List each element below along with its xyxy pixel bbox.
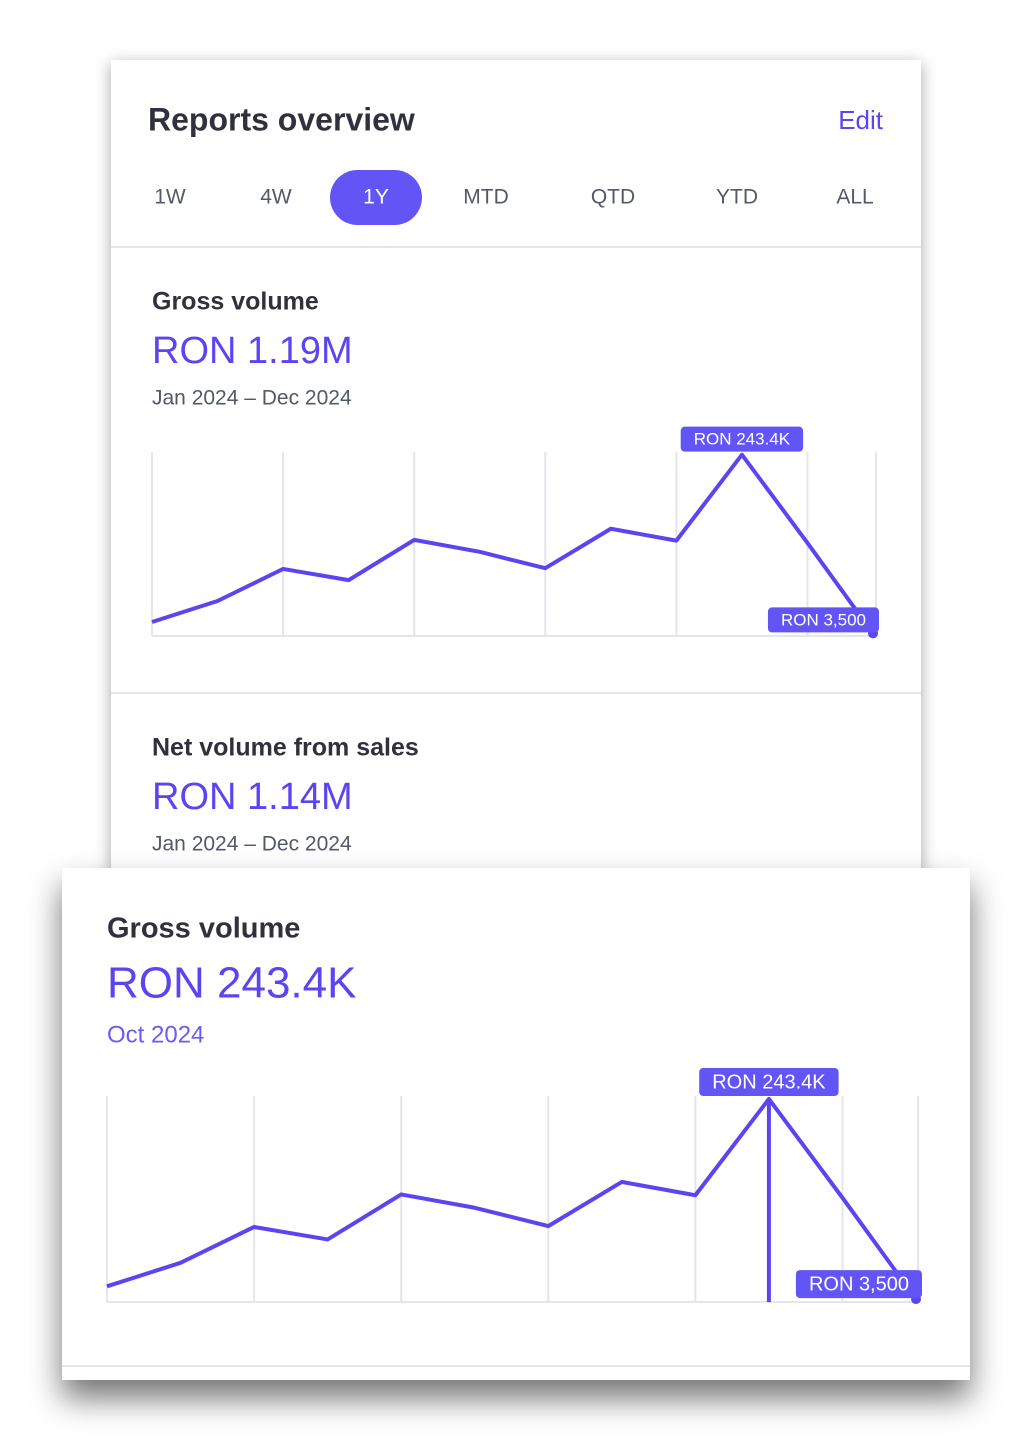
- tab[interactable]: ALL: [836, 186, 873, 209]
- tab[interactable]: YTD: [716, 186, 758, 209]
- front-card: [62, 868, 970, 1380]
- card-total: RON 1.19M: [152, 330, 353, 372]
- line-series: [151, 452, 875, 635]
- data-label-box: [795, 1270, 922, 1299]
- card-title: Gross volume: [152, 288, 319, 316]
- line-series: [106, 1097, 918, 1301]
- card-total: RON 1.14M: [152, 776, 353, 818]
- data-label: RON 3,500: [809, 1273, 909, 1295]
- page-title: Reports overview: [148, 101, 415, 137]
- card-title: Net volume from sales: [152, 734, 419, 762]
- edit-button[interactable]: Edit: [838, 105, 884, 135]
- card-total: RON 243.4K: [107, 959, 356, 1008]
- data-label: RON 243.4K: [694, 430, 791, 449]
- data-label-box: [767, 607, 879, 633]
- data-label-box: [680, 426, 804, 452]
- tab[interactable]: 1W: [154, 186, 186, 209]
- data-label: RON 243.4K: [712, 1071, 826, 1093]
- tab-pill: [330, 170, 422, 225]
- chart[interactable]: RON 243.4K RON 3,500: [106, 1068, 922, 1305]
- back-card: [111, 60, 921, 880]
- tab[interactable]: QTD: [591, 186, 635, 209]
- tab[interactable]: MTD: [463, 186, 509, 209]
- tabs: 1W 4W 1Y MTD QTD YTD ALL: [154, 170, 874, 225]
- tab[interactable]: 1Y: [363, 186, 389, 209]
- data-label-box: [699, 1068, 839, 1097]
- chart[interactable]: RON 243.4K RON 3,500: [151, 426, 879, 639]
- data-label: RON 3,500: [781, 610, 866, 629]
- tab[interactable]: 4W: [260, 186, 292, 209]
- card-period: Oct 2024: [107, 1021, 204, 1048]
- card-period: Jan 2024 – Dec 2024: [152, 833, 352, 856]
- card-period: Jan 2024 – Dec 2024: [152, 387, 352, 410]
- card-title: Gross volume: [107, 913, 300, 945]
